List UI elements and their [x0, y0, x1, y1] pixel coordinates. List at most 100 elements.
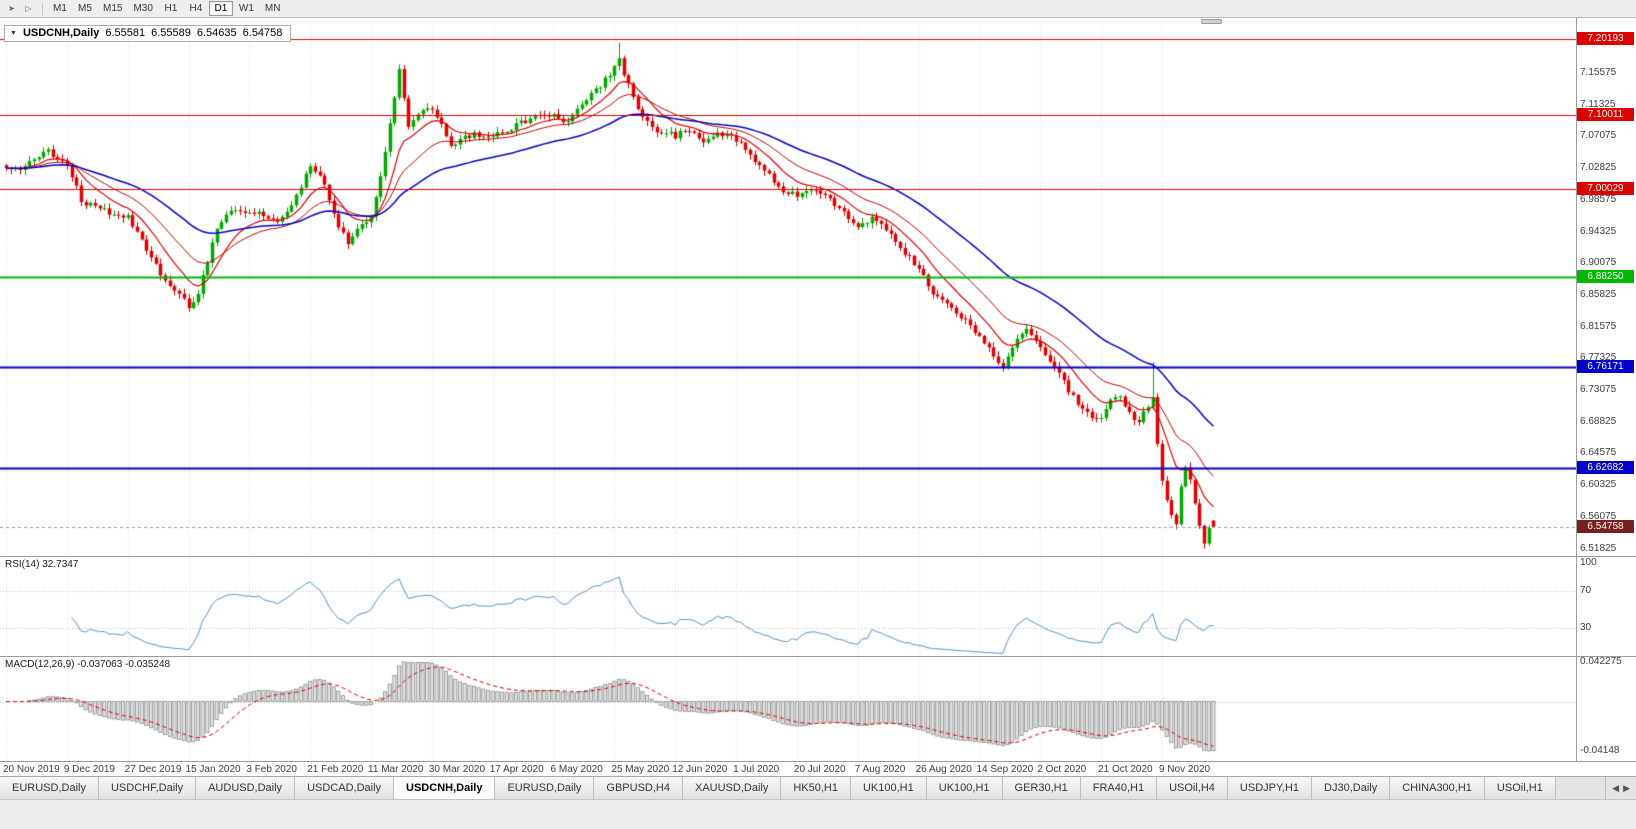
chart-tab-ger30-h1[interactable]: GER30,H1 [1002, 777, 1081, 799]
date-axis-label: 27 Dec 2019 [124, 764, 182, 775]
timeframe-button-h4[interactable]: H4 [189, 3, 203, 14]
high-value: 6.55589 [151, 27, 191, 39]
macd-indicator-label: MACD(12,26,9) -0.037063 -0.035248 [5, 659, 171, 670]
chart-tab-xauusd-daily[interactable]: XAUUSD,Daily [682, 777, 782, 799]
chart-tab-eurusd-daily[interactable]: EURUSD,Daily [0, 777, 99, 799]
timeframe-toolbar: ➤ ▷ M1 M5 M15 M30 H1 H4 D1 W1 MN [0, 0, 1636, 18]
chart-tab-uk100-h1[interactable]: UK100,H1 [926, 777, 1003, 799]
price-axis[interactable]: 7.15575 7.11325 7.07075 7.02825 6.98575 6.943… [1576, 0, 1636, 776]
price-axis-label: 6.98575 [1580, 193, 1617, 205]
price-axis-label: 6.85825 [1580, 288, 1617, 300]
date-axis-label: 20 Jul 2020 [793, 764, 846, 775]
date-axis-label: 14 Sep 2020 [976, 764, 1034, 775]
chart-tab-hk50-h1[interactable]: HK50,H1 [781, 777, 851, 799]
timeframe-button-mn[interactable]: MN [264, 3, 281, 14]
close-value: 6.54758 [242, 27, 283, 39]
price-axis-label: 6.94325 [1580, 225, 1617, 237]
chart-tab-gbpusd-h4[interactable]: GBPUSD,H4 [594, 777, 683, 799]
level-price-badge: 6.76171 [1577, 359, 1634, 373]
scrollbar-thumb[interactable] [1201, 19, 1222, 24]
price-axis-label: 7.02825 [1580, 162, 1617, 174]
tab-scroll-left-icon[interactable]: ◀ [1612, 782, 1620, 793]
level-price-badge: 7.10011 [1577, 107, 1634, 121]
symbol-timeframe-label: USDCNH,Daily [22, 27, 100, 39]
date-axis-label: 25 May 2020 [611, 764, 670, 775]
chart-tab-usdchf-daily[interactable]: USDCHF,Daily [98, 777, 197, 799]
price-axis-label: 6.77325 [1580, 352, 1617, 364]
status-bar [0, 799, 1636, 829]
chart-tab-usoil-h1[interactable]: USOil,H1 [1484, 777, 1556, 799]
timeframe-button-m30[interactable]: M30 [133, 3, 153, 14]
date-axis-label: 20 Nov 2019 [3, 764, 60, 775]
date-axis-label: 21 Feb 2020 [307, 764, 364, 775]
main-panel-separator[interactable] [0, 556, 1636, 557]
chart-tab-usdjpy-h1[interactable]: USDJPY,H1 [1227, 777, 1313, 799]
timeframe-button-m5[interactable]: M5 [78, 3, 92, 14]
price-axis-label: 6.81575 [1580, 320, 1617, 332]
level-price-badge: 6.88250 [1577, 269, 1634, 283]
price-axis-label: 6.60325 [1580, 479, 1617, 491]
price-chart-canvas[interactable] [0, 0, 1576, 762]
timeframe-button-h1[interactable]: H1 [164, 3, 178, 14]
price-axis-border [1576, 18, 1577, 762]
price-axis-label: 6.68825 [1580, 415, 1617, 427]
chart-shift-icon[interactable]: ▷ [25, 4, 32, 13]
symbol-dropdown-icon[interactable]: ▼ [10, 29, 17, 37]
macd-axis-min-label: -0.04148 [1580, 745, 1620, 756]
price-axis-label: 6.51825 [1580, 542, 1617, 554]
price-axis-label: 6.90075 [1580, 257, 1617, 269]
date-axis-label: 17 Apr 2020 [489, 764, 544, 775]
timeframe-button-m15[interactable]: M15 [103, 3, 123, 14]
price-axis-label: 7.07075 [1580, 130, 1617, 142]
date-axis-label: 30 Mar 2020 [428, 764, 486, 775]
timeframe-button-w1[interactable]: W1 [238, 3, 254, 14]
rsi-panel-separator[interactable] [0, 656, 1636, 657]
timeframe-button-m1[interactable]: M1 [53, 3, 67, 14]
auto-scroll-icon[interactable]: ➤ [8, 4, 15, 13]
timeframe-button-d1[interactable]: D1 [208, 1, 233, 16]
date-axis-label: 9 Nov 2020 [1158, 764, 1211, 775]
toolbar-separator [42, 2, 43, 15]
date-axis-label: 3 Feb 2020 [246, 764, 297, 775]
chart-tab-audusd-daily[interactable]: AUDUSD,Daily [196, 777, 296, 799]
chart-tab-fra40-h1[interactable]: FRA40,H1 [1080, 777, 1158, 799]
level-price-badge: 6.62682 [1577, 460, 1634, 474]
price-axis-label: 7.15575 [1580, 67, 1617, 78]
date-axis-label: 15 Jan 2020 [185, 764, 241, 775]
date-axis-label: 9 Dec 2019 [63, 764, 115, 775]
chart-tab-dj30-daily[interactable]: DJ30,Daily [1312, 777, 1391, 799]
chart-title: ▼ USDCNH,Daily 6.55581 6.55589 6.54635 6… [4, 25, 292, 42]
chart-tab-usoil-h4[interactable]: USOil,H4 [1157, 777, 1228, 799]
rsi-axis-label: 70 [1580, 585, 1592, 596]
level-price-badge: 7.20193 [1577, 31, 1634, 45]
chart-tab-uk100-h1[interactable]: UK100,H1 [850, 777, 927, 799]
rsi-indicator-label: RSI(14) 32.7347 [5, 559, 79, 570]
level-price-badge: 7.00029 [1577, 181, 1634, 195]
chart-h-scrollbar[interactable] [0, 19, 1576, 25]
chart-tab-usdcad-daily[interactable]: USDCAD,Daily [295, 777, 395, 799]
tab-scroll-controls: ◀ ▶ [1605, 777, 1636, 799]
date-axis-label: 7 Aug 2020 [854, 764, 906, 775]
chart-tab-eurusd-daily[interactable]: EURUSD,Daily [495, 777, 595, 799]
tab-scroll-right-icon[interactable]: ▶ [1623, 782, 1630, 793]
rsi-axis-label: 30 [1580, 622, 1592, 633]
date-axis-label: 21 Oct 2020 [1098, 764, 1153, 775]
macd-panel-separator[interactable] [0, 761, 1636, 762]
date-axis-label: 1 Jul 2020 [733, 764, 780, 775]
chart-tab-china300-h1[interactable]: CHINA300,H1 [1390, 777, 1485, 799]
current-price-badge: 6.54758 [1577, 519, 1634, 533]
macd-axis-max-label: 0.042275 [1580, 656, 1622, 667]
date-axis-label: 11 Mar 2020 [368, 764, 424, 775]
low-value: 6.54635 [196, 27, 237, 39]
date-axis-label: 12 Jun 2020 [672, 764, 728, 775]
chart-tab-bar: EURUSD,Daily USDCHF,Daily AUDUSD,Daily USDC… [0, 776, 1636, 799]
timeframe-buttons: M1 M5 M15 M30 H1 H4 D1 W1 MN [48, 1, 286, 16]
chart-tab-usdcnh-daily[interactable]: USDCNH,Daily [394, 777, 496, 799]
open-value: 6.55581 [105, 27, 146, 39]
date-axis-label: 6 May 2020 [550, 764, 603, 775]
price-axis-label: 6.64575 [1580, 447, 1617, 459]
price-axis-label: 6.56075 [1580, 510, 1617, 522]
rsi-axis-label: 100 [1580, 557, 1597, 569]
chart-tabs: EURUSD,Daily USDCHF,Daily AUDUSD,Daily USDC… [0, 777, 1605, 799]
